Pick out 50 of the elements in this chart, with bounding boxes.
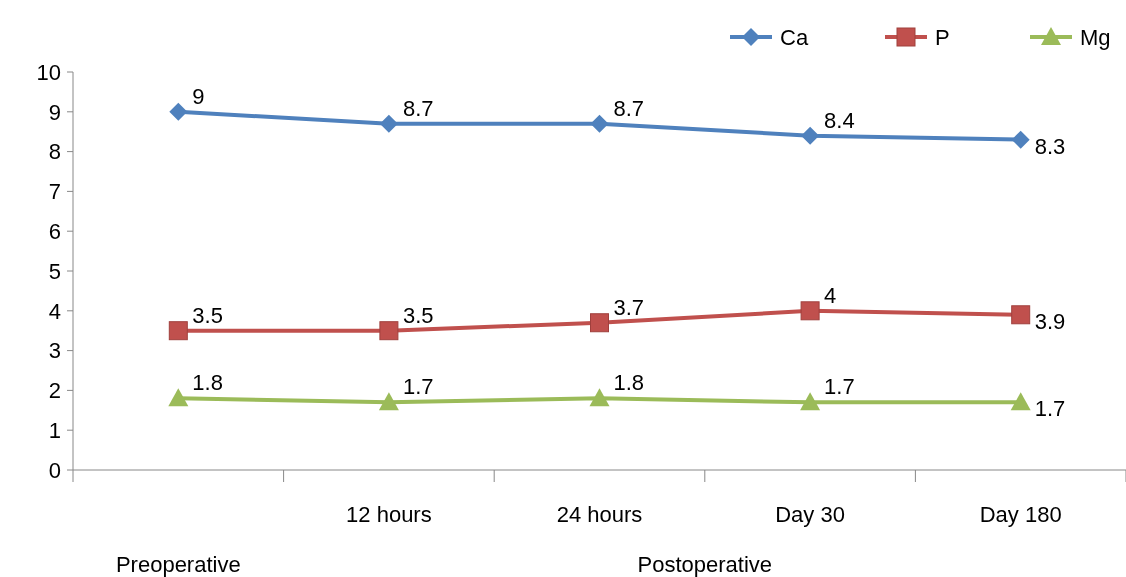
y-tick-label: 1 bbox=[48, 417, 61, 443]
point bbox=[589, 388, 610, 407]
data-label: 8.4 bbox=[824, 107, 855, 133]
data-label: 3.5 bbox=[402, 302, 434, 328]
legend-label: Ca bbox=[780, 24, 809, 50]
y-tick-label: 10 bbox=[36, 59, 61, 85]
y-tick-label: 6 bbox=[48, 218, 61, 244]
y-tick-label: 5 bbox=[48, 258, 61, 284]
data-label: 3.7 bbox=[613, 294, 645, 320]
y-tick-label: 0 bbox=[48, 457, 61, 483]
data-label: 1.8 bbox=[613, 370, 645, 396]
data-label: 1.7 bbox=[824, 374, 855, 400]
x-tick-label: 12 hours bbox=[346, 502, 432, 527]
text: Postoperative bbox=[637, 552, 773, 577]
y-tick-label: 2 bbox=[48, 378, 61, 404]
data-label: 1.8 bbox=[192, 370, 223, 396]
x-tick-label: Day 30 bbox=[775, 502, 845, 527]
data-label: 1.7 bbox=[1034, 396, 1066, 422]
data-label: 8.7 bbox=[402, 95, 434, 121]
data-label: 1.7 bbox=[402, 374, 434, 400]
y-tick-label: 9 bbox=[48, 99, 61, 125]
y-tick-label: 3 bbox=[48, 338, 61, 364]
point bbox=[800, 392, 821, 411]
data-label: 3.9 bbox=[1034, 308, 1066, 334]
point bbox=[378, 392, 399, 411]
data-label: 9 bbox=[192, 83, 205, 109]
x-tick-label: 24 hours bbox=[556, 502, 643, 527]
point bbox=[379, 321, 399, 341]
point bbox=[800, 301, 820, 321]
point bbox=[169, 102, 188, 121]
point bbox=[590, 114, 609, 133]
data-label: 4 bbox=[824, 282, 837, 308]
point bbox=[590, 313, 609, 333]
data-label: 8.7 bbox=[613, 95, 645, 121]
point bbox=[801, 126, 820, 145]
data-label: 3.5 bbox=[192, 302, 223, 328]
text: Preoperative bbox=[115, 552, 241, 577]
y-tick-label: 7 bbox=[48, 179, 61, 205]
x-tick-label: Day 180 bbox=[979, 502, 1062, 527]
legend-label: Mg bbox=[1080, 24, 1111, 50]
point bbox=[379, 114, 398, 133]
legend-label: P bbox=[935, 24, 950, 50]
point bbox=[1011, 305, 1031, 325]
point bbox=[168, 321, 188, 341]
data-label: 8.3 bbox=[1034, 133, 1066, 159]
point bbox=[1011, 130, 1030, 149]
y-tick-label: 4 bbox=[48, 298, 61, 324]
point bbox=[1010, 392, 1031, 411]
y-tick-label: 8 bbox=[48, 139, 61, 165]
point bbox=[168, 388, 189, 407]
